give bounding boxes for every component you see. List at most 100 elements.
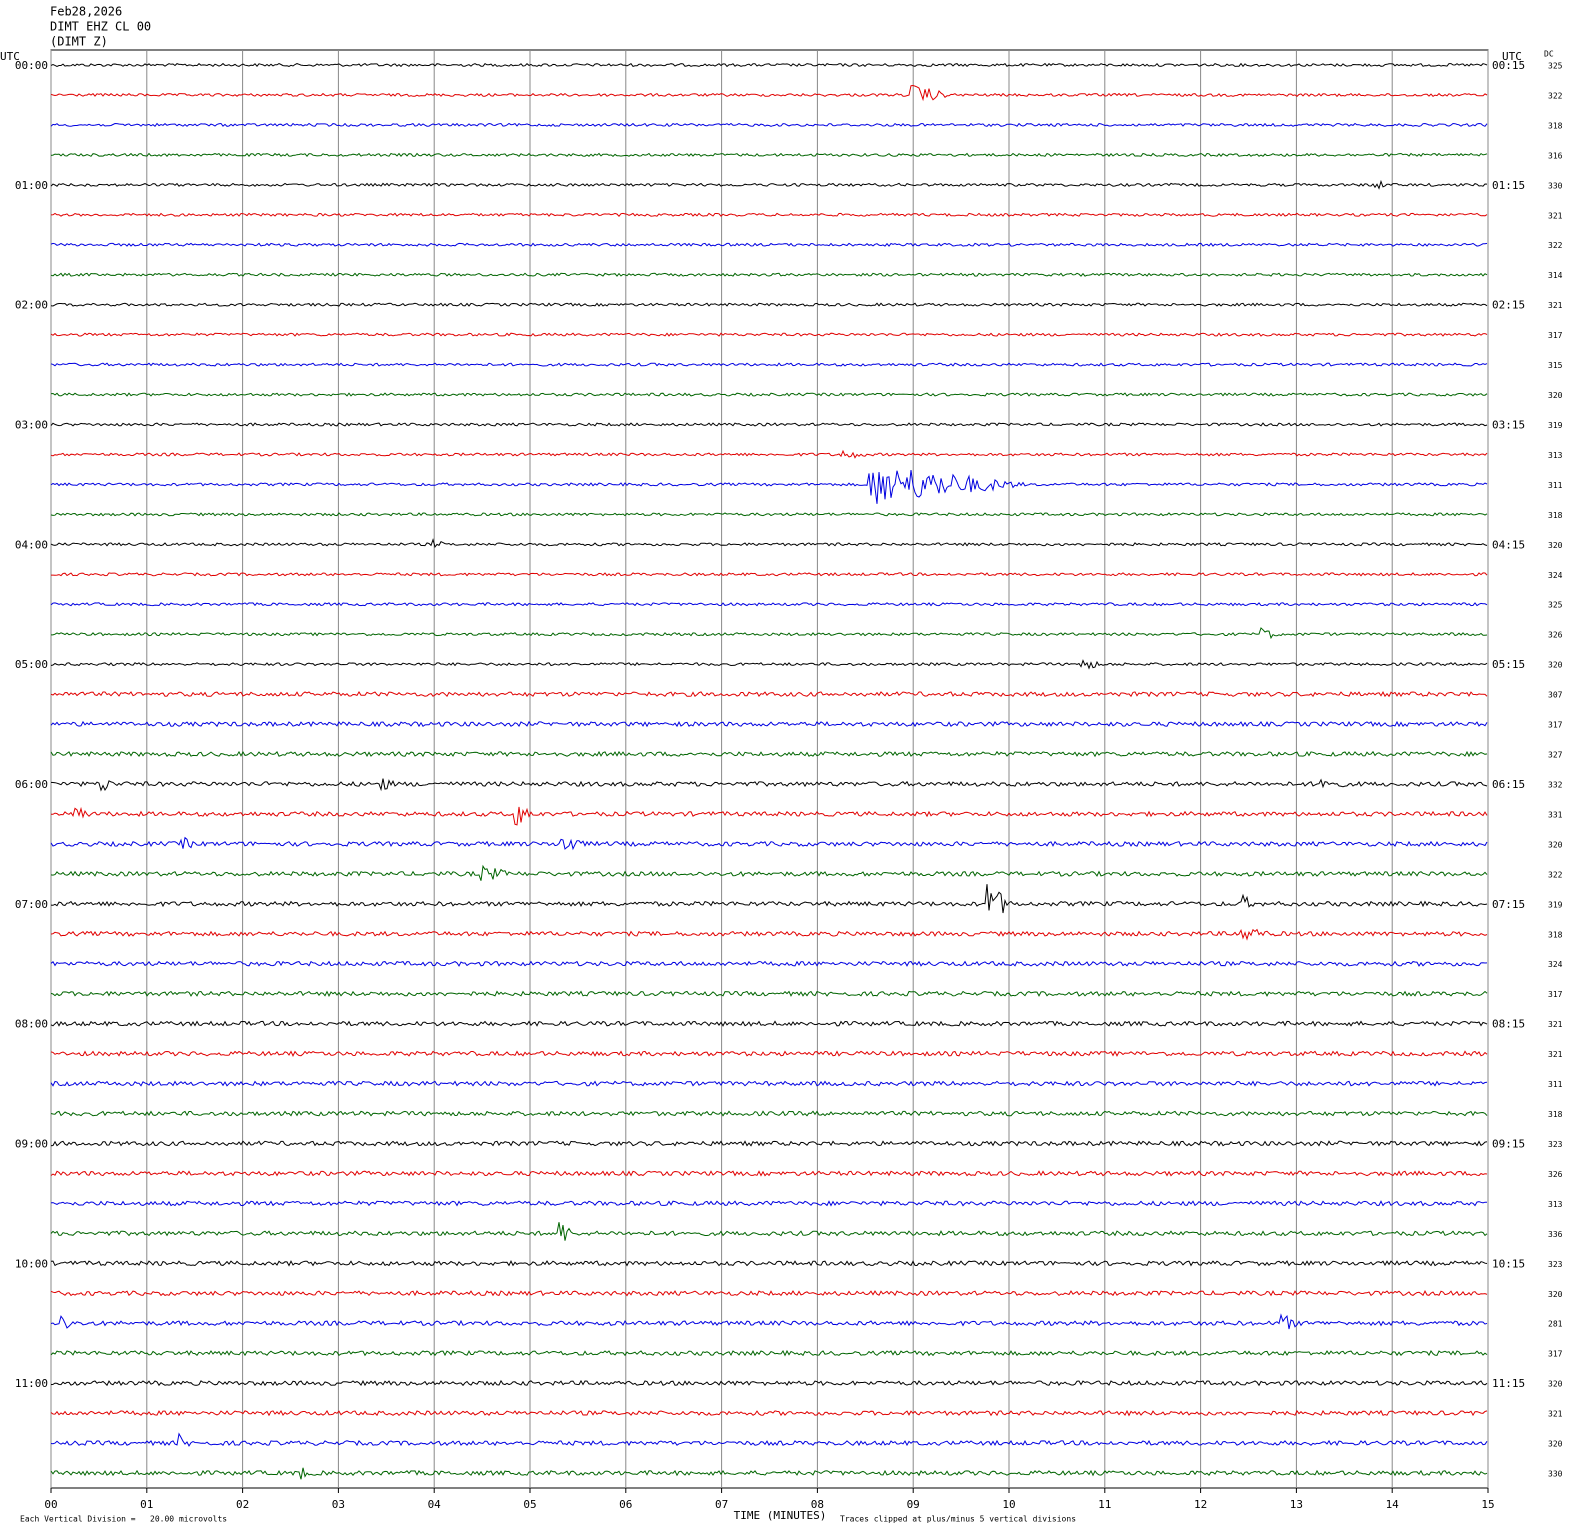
header-line: (DIMT Z) xyxy=(50,35,108,49)
right-time-label: 00:15 xyxy=(1492,59,1525,72)
dc-value: 322 xyxy=(1548,241,1563,250)
dc-value: 320 xyxy=(1548,661,1563,670)
dc-value: 319 xyxy=(1548,900,1563,909)
dc-value: 321 xyxy=(1548,1020,1563,1029)
x-tick-label: 09 xyxy=(907,1498,920,1511)
dc-value: 307 xyxy=(1548,691,1563,700)
x-tick-label: 01 xyxy=(140,1498,153,1511)
trace xyxy=(50,512,1488,517)
x-tick-label: 04 xyxy=(428,1498,442,1511)
trace xyxy=(50,1432,1488,1447)
x-tick-label: 10 xyxy=(1002,1498,1015,1511)
trace xyxy=(50,422,1488,427)
header-line: DIMT EHZ CL 00 xyxy=(50,20,151,34)
trace xyxy=(50,659,1488,670)
trace xyxy=(50,449,1488,459)
x-tick-label: 12 xyxy=(1194,1498,1207,1511)
dc-value: 313 xyxy=(1548,1200,1563,1209)
left-time-label: 05:00 xyxy=(15,658,48,671)
trace xyxy=(50,179,1488,190)
trace xyxy=(50,62,1488,68)
trace xyxy=(50,212,1488,217)
x-tick-label: 11 xyxy=(1098,1498,1111,1511)
dc-value: 322 xyxy=(1548,91,1563,100)
dc-value: 326 xyxy=(1548,631,1563,640)
dc-value: 324 xyxy=(1548,960,1563,969)
dc-value: 330 xyxy=(1548,181,1563,190)
trace xyxy=(50,1170,1488,1177)
trace xyxy=(50,750,1488,758)
trace xyxy=(51,572,1488,577)
dc-value: 317 xyxy=(1548,721,1563,730)
trace xyxy=(50,602,1488,607)
right-time-label: 05:15 xyxy=(1492,658,1525,671)
x-tick-label: 00 xyxy=(44,1498,57,1511)
right-unit: UTC xyxy=(1502,50,1522,63)
right-time-label: 03:15 xyxy=(1492,418,1525,431)
right-time-label: 10:15 xyxy=(1492,1257,1525,1270)
left-time-label: 10:00 xyxy=(15,1257,48,1270)
dc-value: 315 xyxy=(1548,361,1563,370)
left-time-label: 03:00 xyxy=(15,418,48,431)
left-time-label: 08:00 xyxy=(15,1018,48,1031)
dc-value: 326 xyxy=(1548,1170,1563,1179)
trace xyxy=(50,884,1488,914)
x-tick-label: 13 xyxy=(1290,1498,1303,1511)
trace xyxy=(50,122,1488,128)
left-time-label: 04:00 xyxy=(15,538,48,551)
dc-value: 317 xyxy=(1548,331,1563,340)
dc-value: 311 xyxy=(1548,1080,1563,1089)
left-time-label: 11:00 xyxy=(15,1377,48,1390)
trace xyxy=(50,392,1488,397)
trace xyxy=(50,1409,1488,1417)
dc-value: 321 xyxy=(1548,1410,1563,1419)
dc-value: 320 xyxy=(1548,1380,1563,1389)
trace xyxy=(50,1222,1488,1241)
trace xyxy=(50,720,1488,728)
dc-label: DC xyxy=(1544,50,1554,59)
trace xyxy=(50,778,1488,792)
left-time-label: 06:00 xyxy=(15,778,48,791)
x-tick-label: 15 xyxy=(1481,1498,1494,1511)
dc-value: 316 xyxy=(1548,151,1563,160)
dc-value: 320 xyxy=(1548,1290,1563,1299)
right-time-label: 11:15 xyxy=(1492,1377,1525,1390)
right-time-label: 04:15 xyxy=(1492,538,1525,551)
trace xyxy=(50,1140,1488,1147)
trace xyxy=(50,1467,1488,1480)
dc-value: 325 xyxy=(1548,601,1563,610)
trace xyxy=(50,1349,1488,1357)
right-time-label: 09:15 xyxy=(1492,1137,1525,1150)
clip-note: Traces clipped at plus/minus 5 vertical … xyxy=(840,1515,1076,1524)
left-unit: UTC xyxy=(0,50,20,63)
trace xyxy=(50,1289,1488,1297)
dc-value: 322 xyxy=(1548,870,1563,879)
trace xyxy=(50,1260,1488,1267)
dc-value: 317 xyxy=(1548,1350,1563,1359)
trace xyxy=(50,990,1488,998)
dc-value: 317 xyxy=(1548,990,1563,999)
dc-value: 323 xyxy=(1548,1260,1563,1269)
dc-value: 318 xyxy=(1548,121,1563,130)
trace xyxy=(50,152,1488,157)
dc-value: 336 xyxy=(1548,1230,1563,1239)
left-time-label: 02:00 xyxy=(15,299,48,312)
dc-value: 320 xyxy=(1548,391,1563,400)
trace xyxy=(50,1020,1488,1027)
trace xyxy=(50,1050,1488,1057)
trace xyxy=(50,1080,1488,1087)
right-time-label: 02:15 xyxy=(1492,299,1525,312)
dc-value: 318 xyxy=(1548,511,1563,520)
dc-value: 320 xyxy=(1548,1440,1563,1449)
x-tick-label: 07 xyxy=(715,1498,728,1511)
trace xyxy=(50,242,1488,247)
trace xyxy=(50,1200,1488,1207)
trace xyxy=(50,302,1488,307)
trace xyxy=(50,1313,1488,1330)
x-axis-label: TIME (MINUTES) xyxy=(734,1509,827,1522)
dc-value: 327 xyxy=(1548,751,1563,760)
x-tick-label: 14 xyxy=(1386,1498,1400,1511)
dc-value: 321 xyxy=(1548,211,1563,220)
